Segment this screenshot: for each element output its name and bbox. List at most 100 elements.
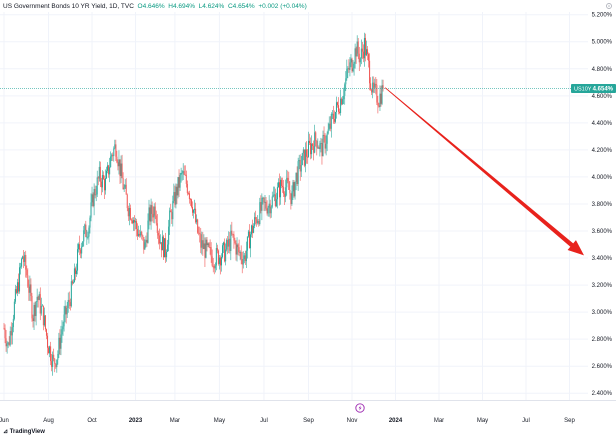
candle-body <box>117 162 119 167</box>
candle-body <box>27 275 29 287</box>
candle-body <box>232 233 234 235</box>
candle-body <box>11 327 13 336</box>
candle-body <box>255 217 257 220</box>
candle-body <box>312 143 314 147</box>
y-tick-label: 4.000% <box>592 175 613 181</box>
candle-body <box>259 202 261 225</box>
x-tick-label: May <box>477 418 488 424</box>
candle-body <box>240 252 242 260</box>
candle-body <box>300 164 302 172</box>
candle-body <box>36 296 38 302</box>
candle-body <box>193 209 195 213</box>
candle-body <box>110 156 112 168</box>
candle-body <box>3 328 5 330</box>
candle-body <box>260 202 262 211</box>
candle-body <box>202 240 204 250</box>
candle-body <box>43 315 45 326</box>
candle-body <box>6 343 8 347</box>
candle-body <box>140 231 142 236</box>
candle-body <box>270 206 272 214</box>
candle-body <box>180 172 182 175</box>
candle-body <box>271 196 273 207</box>
candle-body <box>155 215 157 224</box>
candle-body <box>102 175 104 180</box>
candle-body <box>151 205 153 214</box>
y-tick-label: 2.400% <box>592 391 613 397</box>
close-value: C4.654% <box>227 3 255 10</box>
x-tick-label: Oct <box>87 418 97 424</box>
candle-body <box>141 231 143 236</box>
candle-body <box>66 308 68 315</box>
candle-body <box>19 267 21 292</box>
candle-body <box>309 140 311 143</box>
candle-body <box>227 239 229 247</box>
y-tick-label: 5.200% <box>592 13 613 19</box>
candle-body <box>50 346 52 362</box>
candle-body <box>88 227 90 237</box>
candle-body <box>287 177 289 182</box>
candle-body <box>142 235 144 237</box>
y-tick-label: 3.200% <box>592 283 613 289</box>
candle-body <box>346 68 348 79</box>
candle-body <box>132 220 134 224</box>
candle-body <box>360 48 362 59</box>
y-tick-label: 2.800% <box>592 337 613 343</box>
candle-body <box>99 166 101 182</box>
candle-body <box>216 248 218 251</box>
candle-body <box>339 111 341 113</box>
candle-body <box>276 187 278 200</box>
candle-body <box>301 153 303 165</box>
candle-body <box>318 147 320 149</box>
tradingview-logo-mark: ⊿ <box>3 429 9 435</box>
candle-body <box>169 210 171 227</box>
candle-body <box>8 342 10 345</box>
candle-body <box>234 240 236 244</box>
candle-body <box>230 230 232 251</box>
candle-body <box>223 242 225 246</box>
candle-body <box>18 282 19 292</box>
candle-body <box>152 213 154 218</box>
scale-settings-icon[interactable] <box>605 2 613 10</box>
candle-body <box>264 201 266 203</box>
candle-body <box>362 51 364 59</box>
forecast-arrow <box>384 87 584 256</box>
candle-body <box>320 143 322 144</box>
candle-body <box>77 249 79 271</box>
candle-body <box>282 185 284 188</box>
candle-body <box>87 236 89 238</box>
candle-body <box>283 187 285 194</box>
candle-body <box>376 85 378 103</box>
candle-body <box>243 255 245 260</box>
candle-body <box>338 105 340 112</box>
candle-body <box>156 223 158 233</box>
candle-body <box>342 99 344 105</box>
y-tick-label: 4.400% <box>592 121 613 127</box>
candle-body <box>16 282 18 293</box>
candle-body <box>211 256 213 266</box>
candle-body <box>97 177 99 179</box>
candle-body <box>185 174 187 184</box>
x-tick-label: Mar <box>170 418 180 424</box>
candle-body <box>257 220 259 224</box>
y-tick-label: 5.000% <box>592 40 613 46</box>
candle-body <box>297 161 299 185</box>
candle-body <box>225 249 227 262</box>
candle-body <box>184 174 186 176</box>
candle-body <box>32 318 34 321</box>
candle-body <box>125 184 127 195</box>
candle-body <box>173 192 175 202</box>
candle-body <box>122 178 124 190</box>
candle-body <box>233 234 235 241</box>
candle-body <box>302 149 304 154</box>
candle-body <box>25 254 27 270</box>
candle-body <box>288 181 290 190</box>
candle-body <box>207 243 209 246</box>
x-tick-label: May <box>214 418 225 424</box>
x-tick-label: Sep <box>564 418 575 424</box>
candle-body <box>280 179 282 198</box>
candle-body <box>101 175 103 188</box>
candle-body <box>21 258 23 267</box>
candle-body <box>251 225 253 235</box>
candle-body <box>15 289 17 293</box>
